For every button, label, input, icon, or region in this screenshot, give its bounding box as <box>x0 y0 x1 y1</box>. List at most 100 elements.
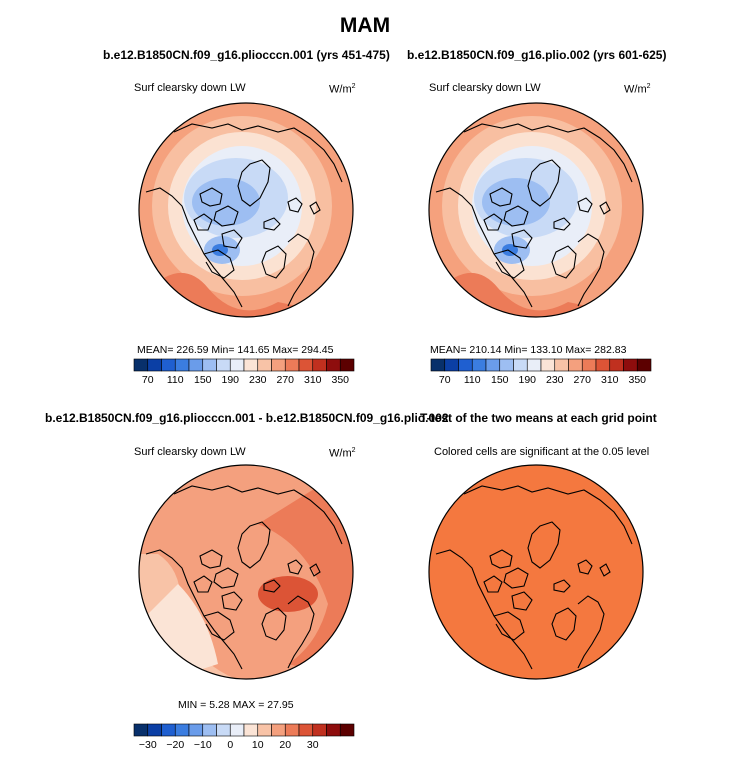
colorbar-box <box>595 358 611 372</box>
panel-title-case2: b.e12.B1850CN.f09_g16.plio.002 (yrs 601-… <box>407 48 667 62</box>
coastline <box>287 595 315 669</box>
coastline <box>527 159 561 207</box>
coastline <box>503 567 529 589</box>
coastline <box>527 521 561 569</box>
colorbar-tick-label: 20 <box>279 739 291 751</box>
colorbar-box <box>202 358 217 372</box>
colorbar-box <box>257 723 272 737</box>
stats-diff: MIN = 5.28 MAX = 27.95 <box>178 699 294 711</box>
colorbar-box <box>540 358 556 372</box>
colorbar-box <box>133 358 149 372</box>
coastline <box>145 187 243 308</box>
colorbar-box <box>312 358 327 372</box>
colorbar-box <box>430 358 446 372</box>
coastline <box>199 549 223 569</box>
stats-case2: MEAN= 210.14 Min= 133.10 Max= 282.83 <box>430 344 627 356</box>
colorbar-box <box>339 723 355 737</box>
colorbar-box <box>243 358 259 372</box>
colorbar-tick-label: 310 <box>304 374 322 386</box>
coastline <box>213 205 239 227</box>
page-title: MAM <box>339 14 391 37</box>
coastline <box>553 217 571 231</box>
coastline <box>577 233 605 307</box>
coastline <box>287 197 303 213</box>
coastline <box>145 549 243 670</box>
contour-band <box>258 576 318 612</box>
colorbar-box <box>271 358 286 372</box>
colorbar-tick-label: 110 <box>464 374 481 386</box>
coastline <box>599 201 611 215</box>
colorbar-box <box>568 358 583 372</box>
polar-map-ttest <box>428 464 644 680</box>
colorbar-box <box>216 358 231 372</box>
colorbar-box <box>636 358 652 372</box>
coastline <box>213 567 239 589</box>
map-border <box>138 102 354 318</box>
polar-map-case2 <box>428 102 644 318</box>
units-label-case2: W/m2 <box>624 83 651 96</box>
colorbar-box <box>499 358 514 372</box>
coastline <box>435 187 533 308</box>
coastline <box>309 201 321 215</box>
coastline <box>287 233 315 307</box>
polar-map-case1 <box>138 102 354 318</box>
colorbar-box <box>485 358 501 372</box>
colorbar-box <box>554 358 569 372</box>
colorbar-box <box>271 723 286 737</box>
colorbar-box <box>298 358 314 372</box>
variable-label-case2: Surf clearsky down LW <box>429 82 541 94</box>
coastline <box>577 595 605 669</box>
colorbar-box <box>229 723 245 737</box>
units-label-diff: W/m2 <box>329 447 356 460</box>
coastline <box>463 485 633 545</box>
colorbar-tick-label: 270 <box>573 374 591 386</box>
colorbar-box <box>326 358 341 372</box>
colorbar-box <box>444 358 459 372</box>
coastline <box>493 611 525 641</box>
map-border <box>428 102 644 318</box>
coastline <box>599 563 611 577</box>
colorbar-box <box>609 358 624 372</box>
coastline <box>577 559 593 575</box>
coastline <box>435 549 533 670</box>
colorbar-box <box>471 358 487 372</box>
coastline <box>261 607 287 641</box>
colorbar-tick-label: 230 <box>249 374 267 386</box>
colorbar-tick-label: 310 <box>601 374 619 386</box>
colorbar-box <box>202 723 217 737</box>
colorbar-case2: 70 110 150 190 230 270 310 350 <box>430 358 652 386</box>
panel-title-ttest: T-test of the two means at each grid poi… <box>420 411 657 425</box>
colorbar-box <box>458 358 473 372</box>
coastline <box>261 245 287 279</box>
coastline <box>193 575 213 593</box>
panel-title-case1: b.e12.B1850CN.f09_g16.pliocccn.001 (yrs … <box>103 48 390 62</box>
coastline <box>309 563 321 577</box>
contour-band <box>258 465 353 679</box>
colorbar-box <box>174 358 190 372</box>
colorbar-box <box>284 358 300 372</box>
coastline <box>237 159 271 207</box>
field-background <box>429 465 643 679</box>
colorbar-box <box>161 723 176 737</box>
coastline <box>463 123 633 183</box>
colorbar-box <box>312 723 327 737</box>
colorbar-box <box>133 723 149 737</box>
colorbar-case1: 70 110 150 190 230 270 310 350 <box>133 358 355 386</box>
coastline <box>551 245 577 279</box>
colorbar-tick-label: 70 <box>439 374 451 386</box>
colorbar-box <box>243 723 259 737</box>
colorbar-tick-label: −20 <box>166 739 184 751</box>
coastline <box>203 611 235 641</box>
colorbar-box <box>339 358 355 372</box>
colorbar-box <box>284 723 300 737</box>
colorbar-tick-label: 270 <box>276 374 294 386</box>
variable-label-case1: Surf clearsky down LW <box>134 82 246 94</box>
colorbar-box <box>147 358 162 372</box>
colorbar-box <box>257 358 272 372</box>
colorbar-tick-label: 350 <box>331 374 349 386</box>
colorbar-box <box>188 723 204 737</box>
coastline <box>483 575 503 593</box>
colorbar-tick-label: 150 <box>194 374 212 386</box>
panel-title-diff: b.e12.B1850CN.f09_g16.pliocccn.001 - b.e… <box>45 411 449 425</box>
colorbar-tick-label: 350 <box>628 374 646 386</box>
